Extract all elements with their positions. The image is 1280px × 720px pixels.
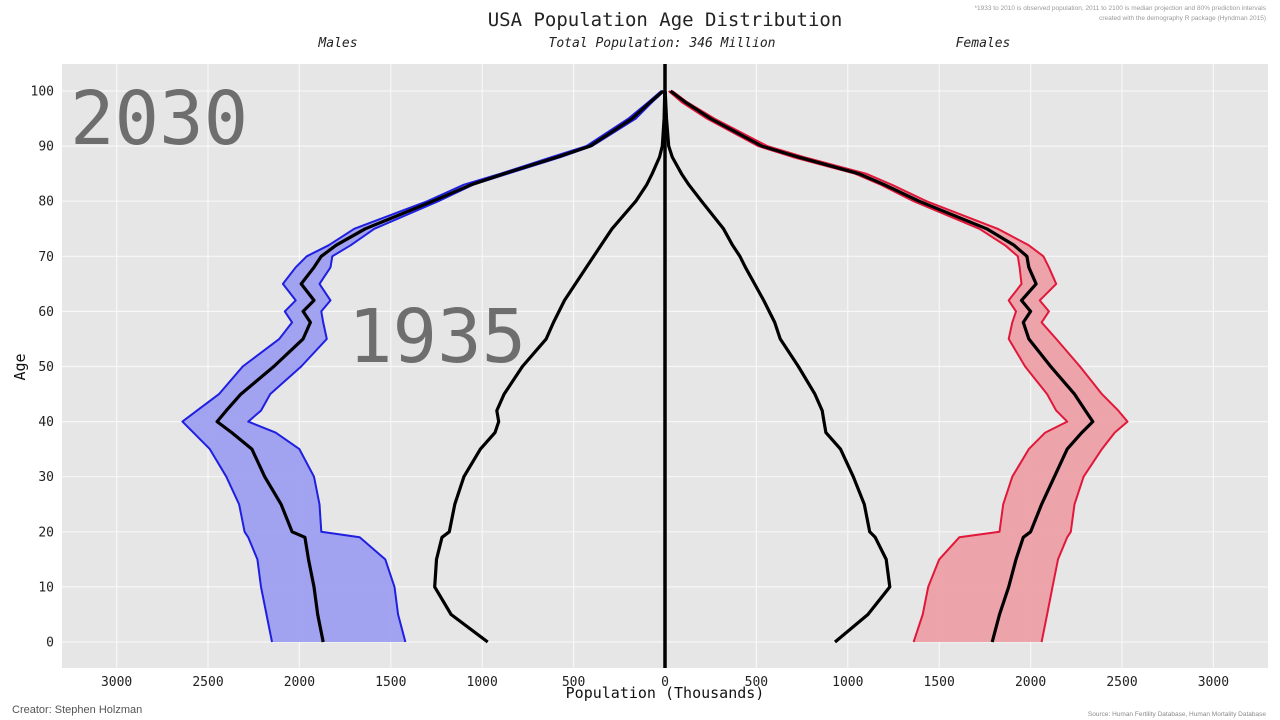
x-tick-label: 3000 — [101, 675, 132, 690]
x-tick-label: 0 — [661, 675, 669, 690]
y-axis-label: Age — [11, 353, 29, 380]
x-tick-label: 1000 — [467, 675, 498, 690]
creator-credit: Creator: Stephen Holzman — [12, 704, 142, 716]
x-tick-label: 2500 — [1106, 675, 1137, 690]
y-tick-label: 20 — [38, 525, 54, 540]
y-tick-label: 10 — [38, 580, 54, 595]
y-tick-label: 40 — [38, 415, 54, 430]
source-credit: Source: Human Fertility Database, Human … — [1088, 711, 1266, 718]
x-tick-label: 500 — [745, 675, 768, 690]
males-label: Males — [317, 36, 357, 51]
note-line-2: created with the demography R package (H… — [1099, 15, 1266, 22]
y-tick-label: 100 — [31, 85, 54, 100]
x-tick-label: 1000 — [832, 675, 863, 690]
y-tick-label: 60 — [38, 305, 54, 320]
x-tick-label: 2000 — [1015, 675, 1046, 690]
x-tick-label: 3000 — [1198, 675, 1229, 690]
y-tick-label: 80 — [38, 195, 54, 210]
female-upper-bound-line — [671, 90, 1129, 643]
male-median-2030-line — [215, 89, 665, 643]
y-tick-label: 30 — [38, 470, 54, 485]
females-label: Females — [956, 36, 1011, 51]
x-tick-label: 2000 — [284, 675, 315, 690]
female-1935-line — [663, 90, 892, 644]
y-tick-label: 90 — [38, 140, 54, 155]
chart-subtitle: Total Population: 346 Million — [549, 36, 776, 51]
y-tick-label: 70 — [38, 250, 54, 265]
female-median-2030-line — [669, 89, 1095, 643]
female-prediction-band — [668, 91, 1128, 642]
male-1935-line — [433, 90, 667, 644]
x-tick-label: 1500 — [924, 675, 955, 690]
x-axis-label: Population (Thousands) — [566, 684, 765, 702]
x-tick-label: 500 — [562, 675, 585, 690]
male-prediction-band — [182, 91, 665, 642]
plot-area: 3000 2500 2000 1500 1000 500 0 500 1000 1500 2000 2… — [31, 64, 1268, 690]
x-tick-label: 1500 — [375, 675, 406, 690]
chart-title: USA Population Age Distribution — [488, 9, 843, 31]
y-tick-label: 0 — [46, 636, 54, 651]
note-line-1: *1933 to 2010 is observed population, 20… — [975, 5, 1267, 12]
y-tick-label: 50 — [38, 360, 54, 375]
x-tick-label: 2500 — [192, 675, 223, 690]
current-year-label: 2030 — [70, 76, 248, 162]
reference-year-label: 1935 — [348, 294, 526, 380]
